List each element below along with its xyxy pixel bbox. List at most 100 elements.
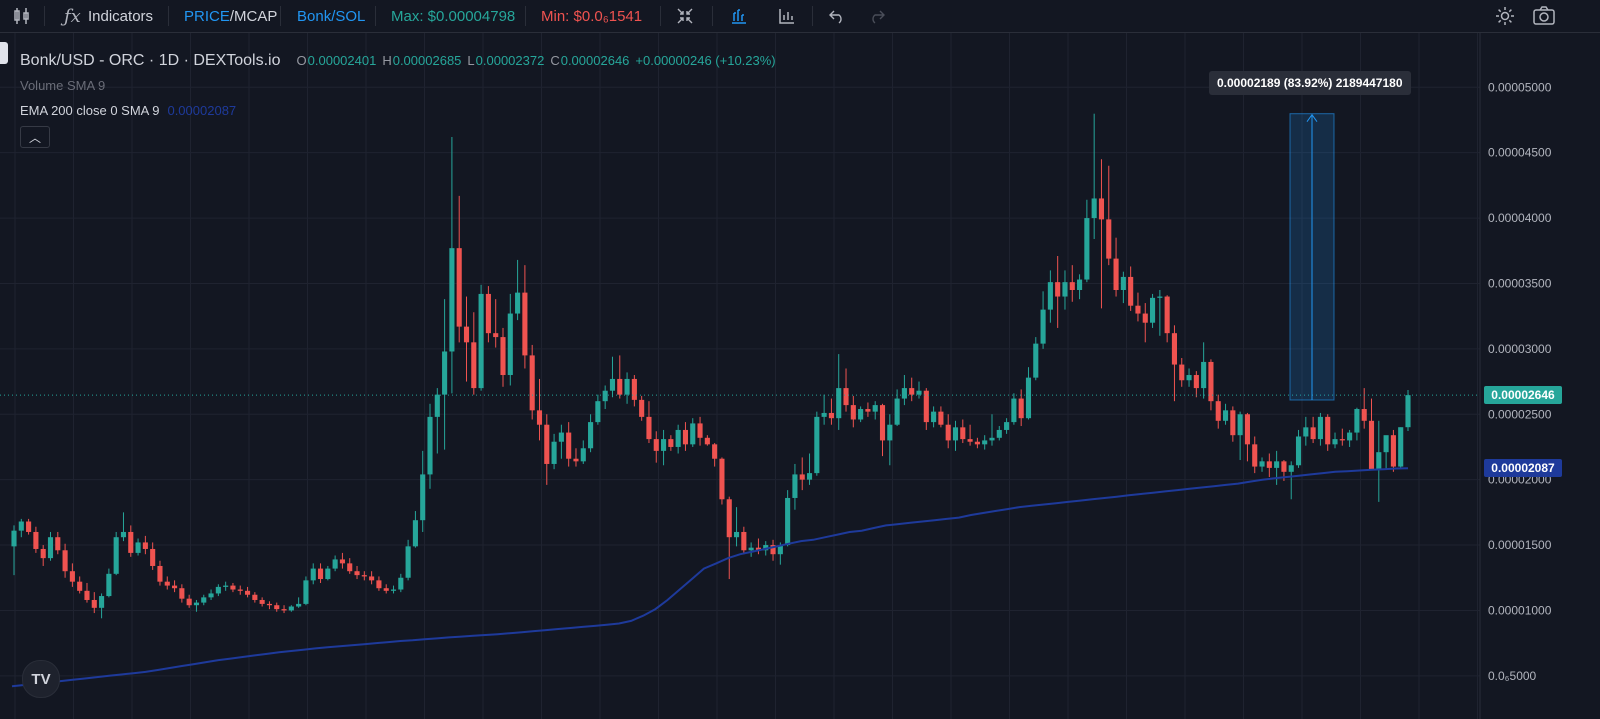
candle-down: [639, 399, 645, 417]
candle-down: [471, 342, 477, 389]
undo-icon[interactable]: [828, 0, 846, 32]
candle-up: [1186, 375, 1192, 381]
redo-icon[interactable]: [868, 0, 886, 32]
candle-down: [938, 411, 944, 425]
open-label: O: [296, 53, 307, 68]
legend-volume-row[interactable]: Volume SMA 9: [20, 73, 776, 98]
indicators-button[interactable]: Indicators: [88, 7, 154, 25]
candle-down: [157, 565, 163, 582]
candle-up: [113, 537, 119, 574]
mcap-option[interactable]: MCAP: [234, 7, 278, 25]
candle-up: [777, 545, 783, 555]
price-mcap-toggle[interactable]: PRICE / MCAP: [184, 0, 277, 32]
indicator-template-icon[interactable]: [778, 0, 796, 32]
screenshot-camera-icon[interactable]: [1532, 0, 1556, 32]
candle-down: [1339, 439, 1345, 441]
tradingview-logo[interactable]: TV: [22, 660, 60, 698]
candle-down: [923, 390, 929, 423]
candle-down: [463, 326, 470, 343]
candle-up: [785, 497, 791, 546]
price-option[interactable]: PRICE: [184, 7, 230, 25]
candle-up: [1062, 282, 1068, 297]
candle-up: [1120, 276, 1126, 291]
legend-ohlc-row: Bonk/USD - ORC · 1D · DEXTools.io O 0.000…: [20, 48, 776, 73]
candle-up: [1398, 427, 1404, 467]
open-value: 0.00002401: [307, 53, 377, 68]
candle-up: [901, 388, 907, 399]
candle-down: [653, 439, 659, 451]
bar-chart-style-icon[interactable]: [730, 0, 748, 32]
candle-up: [595, 401, 601, 423]
candle-down: [69, 571, 75, 582]
candle-up: [661, 439, 667, 451]
candle-up: [1033, 343, 1039, 378]
candle-up: [872, 405, 878, 412]
candle-up: [1004, 422, 1010, 430]
candle-up: [1201, 361, 1207, 389]
candle-down: [1266, 461, 1272, 468]
pair-alt-button[interactable]: Bonk/SOL: [297, 7, 366, 25]
candle-down: [1281, 461, 1287, 472]
left-panel-tab[interactable]: [0, 42, 8, 64]
candle-up: [733, 531, 740, 538]
candle-up: [989, 437, 995, 441]
candle-down: [376, 580, 382, 589]
candle-down: [274, 605, 280, 610]
y-axis-tick-label: 0.00004000: [1488, 211, 1552, 225]
candle-down: [266, 603, 272, 606]
low-value: 0.00002372: [475, 53, 545, 68]
fullscreen-icon[interactable]: [676, 0, 694, 32]
ema-price-tag: 0.00002087: [1484, 459, 1562, 478]
candle-up: [332, 559, 338, 569]
candle-down: [1098, 198, 1105, 220]
indicators-fx-icon[interactable]: ƒx: [64, 5, 81, 27]
candle-down: [573, 458, 579, 462]
candle-down: [128, 531, 134, 553]
candle-up: [588, 422, 594, 449]
candle-up: [916, 390, 922, 395]
candle-down: [668, 439, 674, 447]
candle-down: [726, 499, 732, 538]
candle-down: [77, 581, 83, 591]
candle-down: [1164, 296, 1170, 334]
ema-indicator-value: 0.00002087: [167, 103, 237, 118]
y-axis-tick-label: 0.00004500: [1488, 146, 1552, 160]
toggle-slash: /: [229, 7, 235, 25]
candle-down: [879, 405, 886, 441]
candle-up: [1332, 439, 1338, 445]
candle-down: [26, 521, 32, 532]
candle-up: [296, 603, 302, 607]
candle-down: [697, 423, 703, 438]
legend-collapse-button[interactable]: ︿: [20, 126, 50, 148]
candle-down: [91, 599, 97, 608]
candle-up: [208, 593, 214, 598]
max-price-label: Max: $0.00004798: [391, 7, 516, 25]
candle-up: [1383, 435, 1389, 453]
settings-gear-icon[interactable]: [1494, 0, 1516, 32]
chart-area[interactable]: 0.0₆5000 0.00001000 0.00001500 0.00002000 0.…: [0, 33, 1600, 719]
candle-up: [763, 545, 769, 551]
candle-down: [529, 355, 535, 411]
volume-indicator-label[interactable]: Volume SMA 9: [20, 78, 106, 93]
candle-up: [931, 411, 937, 423]
candle-down: [536, 410, 543, 425]
candle-up: [449, 248, 455, 352]
candle-up: [1091, 198, 1097, 219]
candle-up: [806, 473, 813, 480]
candle-down: [1368, 420, 1375, 470]
ema-indicator-label[interactable]: EMA 200 close 0 SMA 9: [20, 103, 160, 118]
candle-up: [602, 390, 608, 402]
candle-up: [201, 597, 207, 603]
candlestick-chart-type-icon[interactable]: [12, 0, 32, 32]
candle-down: [55, 537, 61, 551]
candle-down: [1069, 282, 1075, 291]
candle-up: [1259, 461, 1265, 467]
legend-ema-row[interactable]: EMA 200 close 0 SMA 9 0.00002087: [20, 98, 776, 123]
candle-up: [18, 521, 24, 531]
candle-down: [566, 432, 572, 459]
candle-down: [62, 550, 68, 572]
candle-down: [142, 542, 148, 549]
price-chart-svg[interactable]: 0.0₆50000.000010000.000015000.000020000.…: [0, 33, 1600, 719]
candle-down: [1018, 398, 1024, 419]
chart-legend: Bonk/USD - ORC · 1D · DEXTools.io O 0.000…: [20, 48, 776, 123]
